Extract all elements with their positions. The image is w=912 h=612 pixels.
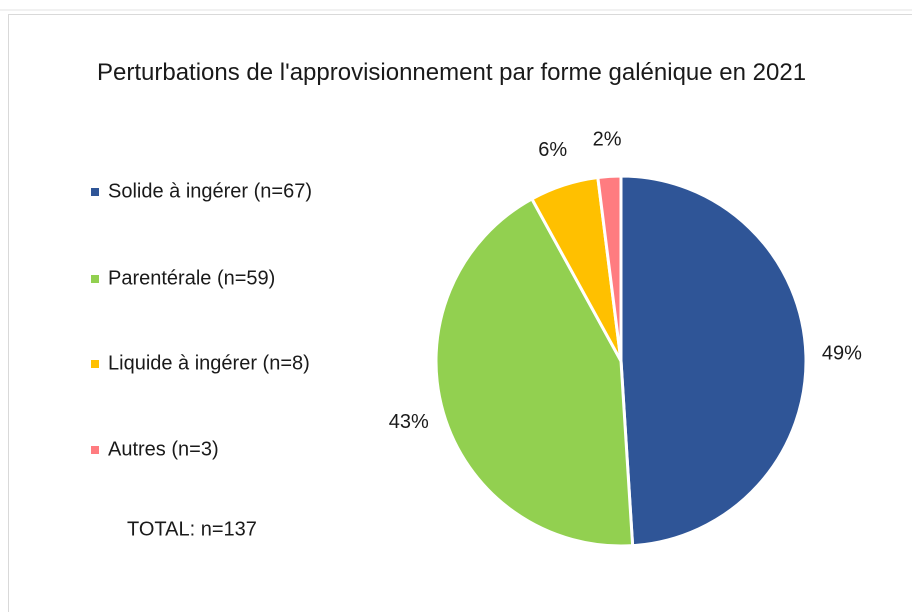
legend-label: Autres (n=3): [108, 438, 219, 460]
data-label: 6%: [538, 139, 567, 161]
data-label: 2%: [593, 129, 622, 151]
data-label: 49%: [822, 342, 862, 364]
annotation: TOTAL: n=137: [127, 518, 257, 540]
pie-slice: [619, 174, 808, 548]
legend-marker: [91, 360, 99, 368]
legend-label: Parentérale (n=59): [108, 267, 275, 289]
legend-label: Solide à ingérer (n=67): [108, 180, 312, 202]
chart-title: Perturbations de l'approvisionnement par…: [97, 59, 807, 86]
legend-marker: [91, 446, 99, 454]
pie-slice: [434, 196, 635, 548]
data-label: 43%: [389, 411, 429, 433]
legend-marker: [91, 275, 99, 283]
legend-marker: [91, 188, 99, 196]
pie-slice: [596, 174, 623, 362]
legend-label: Liquide à ingérer (n=8): [108, 352, 310, 374]
